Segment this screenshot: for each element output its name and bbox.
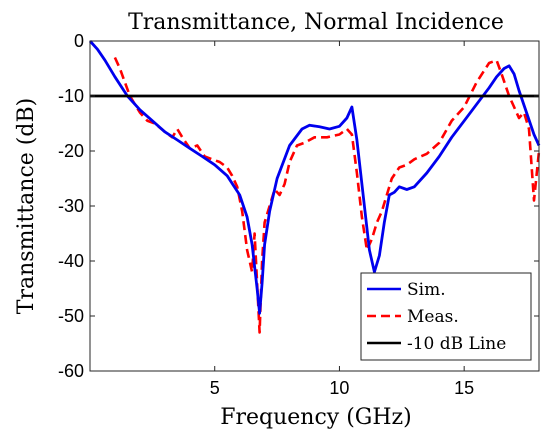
series-line-meas [113,56,541,334]
x-axis-label: Frequency (GHz) [220,405,412,430]
y-tick-label: -10 [58,86,84,106]
y-tick-label: -40 [58,251,84,271]
chart-title: Transmittance, Normal Incidence [128,10,504,35]
legend-label-10-db-line: -10 dB Line [407,334,506,354]
series-line-sim [88,40,541,315]
legend: Sim. Meas. -10 dB Line [360,272,532,361]
series-layer [88,40,541,334]
legend-label-meas: Meas. [407,307,459,327]
x-tick-label: 10 [329,378,349,398]
y-tick-label: -50 [58,306,84,326]
y-axis-label: Transmittance (dB) [14,98,39,314]
x-tick-label: 15 [454,378,474,398]
ticks-layer: 5 10 15 0 -10 -20 -30 -40 -50 -60 [58,31,539,398]
legend-label-sim: Sim. [407,280,446,300]
x-tick-label: 5 [210,378,220,398]
y-tick-label: 0 [74,31,84,51]
legend-items: Sim. Meas. -10 dB Line [367,280,506,354]
y-tick-label: -20 [58,141,84,161]
y-tick-label: -30 [58,196,84,216]
y-tick-label: -60 [58,361,84,381]
